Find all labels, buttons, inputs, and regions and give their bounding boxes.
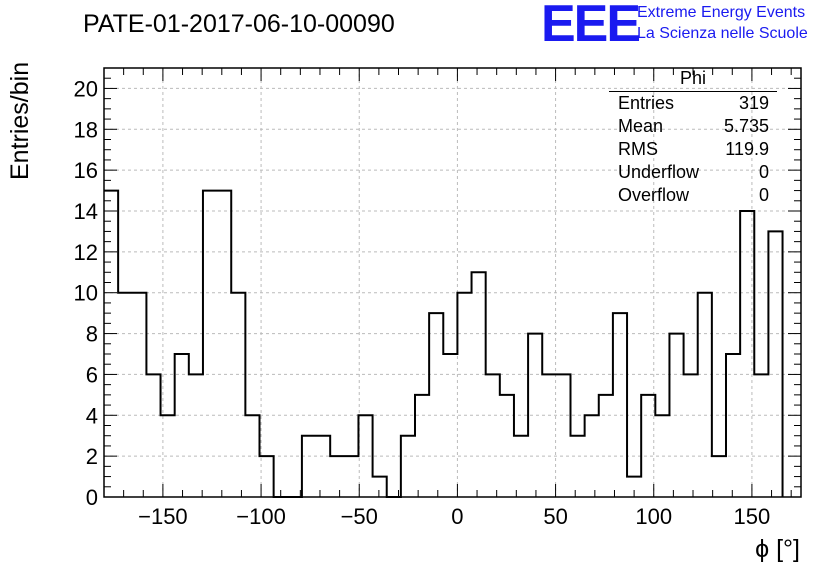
x-tick-label: 150 [734,504,771,529]
y-tick-label: 12 [74,240,98,265]
y-tick-label: 20 [74,76,98,101]
x-tick-label: −100 [236,504,286,529]
logo-subtitle-1: Extreme Energy Events [637,4,806,21]
histogram-bin [401,436,415,497]
stats-label: Overflow [618,185,690,205]
histogram-bin [486,374,500,497]
histogram-bin [698,293,712,497]
histogram-bin [712,456,726,497]
x-tick-label: −50 [341,504,378,529]
histogram-bin [655,415,669,497]
stats-row-mean: Mean 5.735 [609,115,777,138]
histogram-bin [684,374,698,497]
histogram-bin [528,334,542,497]
stats-row-overflow: Overflow 0 [609,184,777,207]
histogram-bin [472,272,486,497]
stats-title: Phi [609,68,777,92]
histogram-bin [245,415,259,497]
stats-row-underflow: Underflow 0 [609,161,777,184]
stats-row-rms: RMS 119.9 [609,138,777,161]
histogram-bin [118,293,132,497]
histogram-bin [457,293,471,497]
histogram-bin [175,354,189,497]
stats-label: RMS [618,139,658,159]
histogram-bin [203,191,217,497]
x-axis-label: ϕ [°] [755,535,800,563]
histogram-bin [330,456,344,497]
y-tick-label: 18 [74,117,98,142]
y-tick-label: 14 [74,199,98,224]
logo-subtitle-2: La Scienza nelle Scuole [637,25,808,42]
stats-value: 119.9 [725,139,769,159]
histogram-bin [542,374,556,497]
eee-logo: EEE [541,0,641,53]
y-tick-label: 10 [74,281,98,306]
histogram-bin [443,354,457,497]
histogram-bin [415,395,429,497]
histogram-bin [316,436,330,497]
histogram-bin [429,313,443,497]
y-tick-label: 8 [86,322,98,347]
x-tick-label: 100 [635,504,672,529]
x-tick-label: 50 [543,504,567,529]
stats-label: Underflow [618,162,700,182]
x-tick-label: −150 [138,504,188,529]
y-tick-label: 16 [74,158,98,183]
stats-row-entries: Entries 319 [609,92,777,115]
y-tick-label: 6 [86,362,98,387]
histogram-bin [500,395,514,497]
y-tick-label: 4 [86,403,98,428]
stats-value: 5.735 [723,116,769,136]
stats-value: 0 [758,185,769,205]
histogram-bin [613,313,627,497]
histogram-bin [740,211,754,497]
y-axis-label: Entries/bin [6,61,34,180]
histogram-bin [570,436,584,497]
stats-label: Mean [618,116,664,136]
y-tick-label: 2 [86,444,98,469]
stats-box: Phi Entries 319 Mean 5.735 RMS 119.9 Und… [609,68,777,207]
histogram-bin [146,374,160,497]
histogram-bin [514,436,528,497]
y-tick-label: 0 [86,485,98,510]
histogram-outline [104,189,784,498]
histogram-bin [358,415,372,497]
histogram-bin [189,374,203,497]
histogram-bin [754,374,768,497]
histogram-bin [585,415,599,497]
histogram-bin [302,436,316,497]
histogram-bin [373,477,387,497]
histogram-bin [231,293,245,497]
histogram-title: PATE-01-2017-06-10-00090 [83,10,395,38]
stats-label: Entries [618,93,675,113]
histogram-bin [768,231,782,497]
histogram-bin [132,293,146,497]
histogram-bin [599,395,613,497]
histogram-bin [259,456,273,497]
histogram-bin [344,456,358,497]
histogram-bin [669,334,683,497]
x-tick-label: 0 [451,504,463,529]
stats-value: 319 [738,93,769,113]
stats-value: 0 [758,162,769,182]
histogram-bin [217,191,231,497]
histogram-bin [556,374,570,497]
histogram-bin [726,354,740,497]
histogram-bin [641,395,655,497]
